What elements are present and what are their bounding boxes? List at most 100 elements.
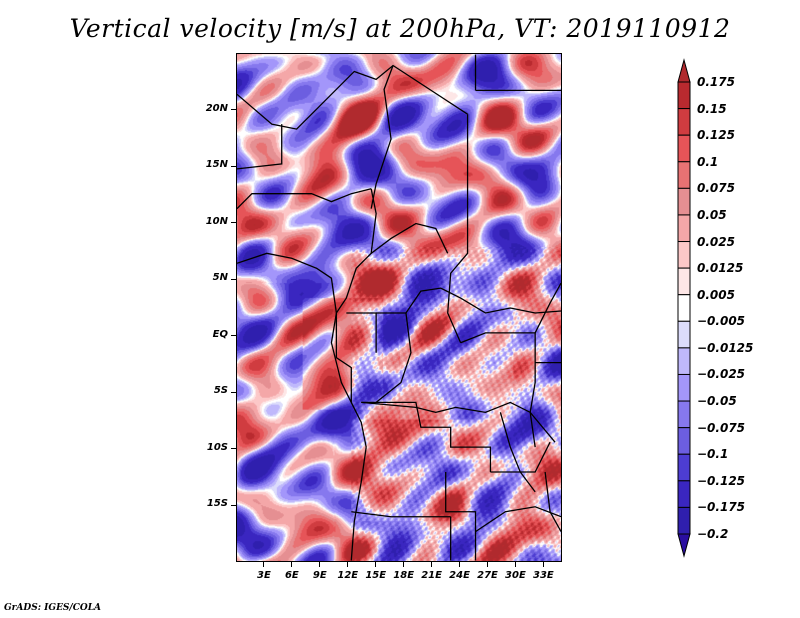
colorbar-bin bbox=[677, 214, 691, 243]
lon-tick-label: 12E bbox=[337, 570, 359, 581]
border-angola-zambia bbox=[445, 471, 477, 561]
colorbar-label: −0.2 bbox=[697, 527, 729, 541]
colorbar-min-arrow bbox=[677, 533, 691, 558]
lon-tick bbox=[263, 562, 265, 567]
colorbar-bin bbox=[677, 161, 691, 189]
lat-tick bbox=[231, 448, 236, 450]
colorbar-bin bbox=[677, 108, 691, 136]
colorbar-max-arrow bbox=[677, 58, 691, 83]
lon-tick bbox=[291, 562, 293, 567]
border-zambia-south bbox=[475, 506, 561, 533]
colorbar-bin bbox=[677, 506, 691, 535]
lat-tick bbox=[231, 391, 236, 393]
lat-tick bbox=[231, 109, 236, 111]
border-gabon-congo bbox=[335, 312, 352, 403]
lon-tick-label: 3E bbox=[257, 570, 271, 581]
colorbar-label: 0.0125 bbox=[697, 261, 744, 276]
colorbar-label: −0.075 bbox=[697, 420, 746, 435]
colorbar-bin bbox=[677, 241, 691, 269]
colorbar-label: −0.005 bbox=[697, 314, 746, 329]
lat-tick bbox=[231, 278, 236, 280]
colorbar-label: 0.05 bbox=[697, 207, 727, 222]
lon-tick-label: 27E bbox=[477, 570, 498, 581]
border-niger-nigeria bbox=[237, 188, 372, 210]
border-algeria-niger bbox=[237, 64, 468, 130]
lat-tick-label: 15S bbox=[206, 498, 228, 510]
lat-tick-label: 10N bbox=[205, 215, 228, 227]
lon-tick-label: 33E bbox=[532, 570, 554, 581]
border-cameroon-car bbox=[370, 222, 449, 254]
lat-tick-label: 20N bbox=[205, 102, 228, 114]
lat-tick-label: 10S bbox=[206, 441, 228, 453]
colorbar-label: −0.05 bbox=[697, 394, 737, 409]
lon-tick bbox=[514, 562, 516, 567]
colorbar-bin bbox=[677, 400, 691, 429]
lon-tick-label: 9E bbox=[312, 570, 327, 581]
map-panel bbox=[236, 53, 562, 562]
colorbar-label: −0.1 bbox=[697, 447, 729, 462]
border-lake-tanganyika bbox=[499, 412, 536, 493]
border-car-drc bbox=[405, 287, 561, 314]
border-angola-coast bbox=[350, 447, 367, 561]
border-angola-north bbox=[361, 401, 492, 472]
vertical-velocity-field bbox=[237, 54, 561, 561]
country-borders bbox=[237, 54, 561, 561]
border-mali-niger bbox=[237, 124, 283, 170]
colorbar-bin bbox=[677, 480, 691, 508]
border-south-sudan bbox=[460, 282, 561, 344]
border-drc-angola bbox=[361, 401, 556, 443]
colorbar-label: 0.005 bbox=[697, 287, 735, 302]
border-west-africa-coast bbox=[237, 252, 338, 314]
lon-tick-label: 18E bbox=[393, 570, 415, 581]
colorbar-label: 0.075 bbox=[697, 181, 735, 196]
lat-tick-label: 5N bbox=[212, 272, 228, 284]
colorbar-label: −0.025 bbox=[697, 367, 746, 382]
lat-tick bbox=[231, 335, 236, 337]
lon-tick bbox=[459, 562, 461, 567]
colorbar-bin bbox=[677, 267, 691, 296]
lon-tick bbox=[375, 562, 377, 567]
lon-tick bbox=[431, 562, 433, 567]
colorbar-scale bbox=[677, 58, 691, 558]
lat-tick-label: EQ bbox=[212, 328, 228, 340]
border-eq-guinea bbox=[346, 312, 377, 353]
lat-tick bbox=[231, 504, 236, 506]
lon-tick bbox=[403, 562, 405, 567]
border-east-drc bbox=[529, 332, 536, 448]
border-congo-drc bbox=[375, 312, 412, 403]
lon-tick-label: 6E bbox=[284, 570, 299, 581]
border-libya-chad bbox=[370, 65, 394, 209]
colorbar-label: 0.025 bbox=[697, 234, 735, 249]
lon-tick-label: 15E bbox=[365, 570, 387, 581]
border-gabon-coast bbox=[330, 312, 367, 448]
lat-tick bbox=[231, 165, 236, 167]
lon-tick-label: 30E bbox=[505, 570, 526, 581]
colorbar-bin bbox=[677, 347, 691, 375]
colorbar: 0.175 0.15 0.125 0.1 0.075 0.05 0.025 0.0125 0.0… bbox=[677, 58, 777, 558]
colorbar-label: −0.175 bbox=[697, 500, 746, 515]
colorbar-bin bbox=[677, 320, 691, 349]
colorbar-bin bbox=[677, 134, 691, 163]
colorbar-label: 0.1 bbox=[697, 154, 719, 169]
lon-tick-label: 24E bbox=[449, 570, 470, 581]
colorbar-bin bbox=[677, 453, 691, 482]
border-chad-sudan bbox=[447, 114, 469, 344]
colorbar-bin bbox=[677, 373, 691, 402]
border-malawi bbox=[544, 471, 561, 532]
lon-tick bbox=[319, 562, 321, 567]
lon-tick bbox=[542, 562, 544, 567]
border-zambia-east bbox=[490, 441, 551, 473]
lon-tick bbox=[486, 562, 488, 567]
colorbar-bin bbox=[677, 427, 691, 455]
colorbar-bin bbox=[677, 187, 691, 216]
grads-credit: GrADS: IGES/COLA bbox=[4, 603, 102, 613]
border-nigeria-cameroon bbox=[335, 188, 377, 314]
lat-tick bbox=[231, 222, 236, 224]
colorbar-label: −0.0125 bbox=[697, 340, 754, 355]
colorbar-label: −0.125 bbox=[697, 473, 746, 488]
lon-tick bbox=[347, 562, 349, 567]
colorbar-label: 0.175 bbox=[697, 75, 735, 89]
lon-tick-label: 21E bbox=[421, 570, 442, 581]
lat-tick-label: 5S bbox=[213, 385, 228, 397]
plot-title: Vertical velocity [m/s] at 200hPa, VT: 2… bbox=[69, 14, 731, 43]
